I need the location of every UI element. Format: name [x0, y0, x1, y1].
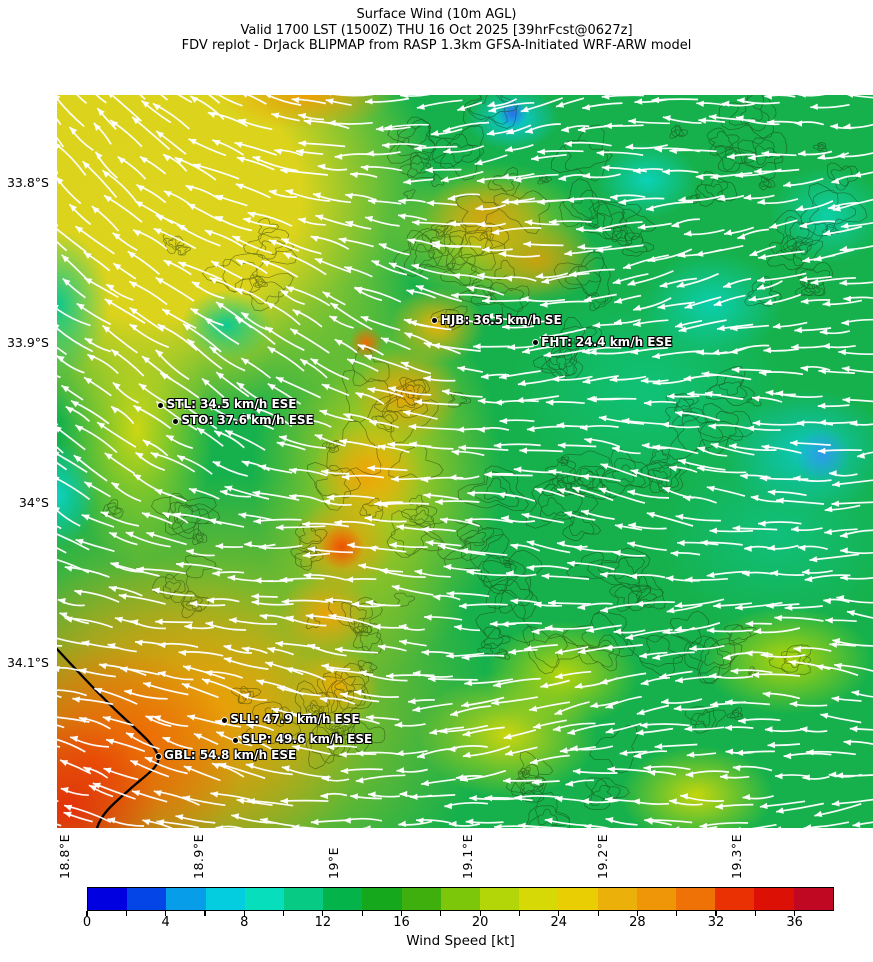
colorbar-label: Wind Speed [kt]	[406, 933, 515, 949]
colorbar-tick	[400, 911, 403, 916]
colorbar	[87, 887, 834, 911]
colorbar-segment	[519, 888, 559, 910]
colorbar-tick-label: 0	[82, 915, 92, 930]
colorbar-tick-label: 36	[786, 915, 803, 930]
colorbar-tick	[676, 911, 678, 916]
colorbar-segment	[715, 888, 755, 910]
station-dot	[432, 318, 438, 324]
colorbar-segment	[597, 888, 637, 910]
station-label: HJB: 36.5 km/h SE	[440, 312, 562, 327]
colorbar-segment	[558, 888, 598, 910]
station-label: STL: 34.5 km/h ESE	[166, 397, 297, 412]
terrain-contours	[101, 95, 868, 828]
x-tick-label: 19.1°E	[460, 834, 475, 879]
wind-arrow-tails	[57, 95, 873, 828]
x-tick-label: 19.2°E	[595, 834, 610, 879]
colorbar-tick	[715, 911, 717, 916]
station-dot	[172, 418, 178, 424]
y-tick-label: 34°S	[18, 495, 49, 510]
chart-title: Surface Wind (10m AGL)	[356, 7, 517, 22]
wind-arrows-layer	[57, 95, 873, 828]
chart-valid-time: Valid 1700 LST (1500Z) THU 16 Oct 2025 […	[240, 22, 633, 38]
colorbar-segment	[88, 888, 128, 910]
y-tick-label: 34.1°S	[6, 655, 49, 670]
colorbar-tick	[794, 911, 796, 916]
colorbar-tick	[361, 911, 363, 916]
colorbar-segment	[754, 888, 794, 910]
station-label: GBL: 54.8 km/h ESE	[164, 748, 297, 763]
colorbar-segment	[440, 888, 481, 910]
y-tick-label: 33.9°S	[6, 335, 49, 350]
station-label: SLL: 47.9 km/h ESE	[230, 712, 360, 727]
colorbar-tick-label: 4	[161, 915, 170, 930]
colorbar-tick	[636, 911, 638, 916]
x-tick-label: 19°E	[326, 846, 341, 879]
colorbar-tick	[479, 911, 481, 916]
colorbar-tick	[518, 911, 521, 916]
colorbar-segment	[676, 888, 716, 910]
colorbar-tick	[86, 911, 88, 916]
colorbar-segment	[127, 888, 167, 910]
colorbar-tick	[558, 911, 560, 916]
colorbar-segment	[480, 888, 520, 910]
colorbar-tick	[282, 911, 285, 916]
station-label: FHT: 24.4 km/h ESE	[541, 334, 673, 349]
wind-map: HJB: 36.5 km/h SE FHT: 24.4 km/h ESE STL: …	[57, 95, 873, 828]
station-dot	[532, 340, 538, 346]
colorbar-tick-label: 16	[393, 915, 410, 930]
y-tick-label: 33.8°S	[6, 175, 49, 190]
colorbar-tick	[597, 911, 599, 916]
colorbar-segment	[166, 888, 206, 910]
colorbar-tick	[243, 911, 245, 916]
station-dot	[155, 753, 161, 759]
colorbar-segment	[362, 888, 402, 910]
colorbar-tick-label: 28	[629, 915, 646, 930]
colorbar-tick-label: 32	[707, 915, 725, 930]
station-label: STO: 37.6 km/h ESE	[181, 413, 314, 428]
x-tick-label: 18.9°E	[191, 834, 206, 879]
colorbar-segment	[323, 888, 363, 910]
colorbar-tick-label: 20	[471, 915, 489, 930]
colorbar-tick-label: 12	[314, 915, 332, 930]
station-dot	[158, 402, 164, 408]
colorbar-segment	[284, 888, 324, 910]
colorbar-tick-label: 24	[550, 915, 568, 930]
x-tick-label: 18.8°E	[57, 834, 72, 879]
chart-source: FDV replot - DrJack BLIPMAP from RASP 1.…	[181, 38, 692, 53]
colorbar-tick	[125, 911, 127, 916]
x-tick-label: 19.3°E	[729, 834, 744, 879]
wind-arrow-heads	[57, 95, 865, 828]
colorbar-tick	[204, 911, 206, 916]
colorbar-segment	[636, 888, 677, 910]
colorbar-tick	[440, 911, 442, 916]
colorbar-segment	[205, 888, 245, 910]
colorbar-tick	[165, 911, 167, 916]
colorbar-segment	[244, 888, 285, 910]
colorbar-segment	[401, 888, 441, 910]
colorbar-tick-label: 8	[240, 915, 249, 930]
station-dot	[233, 737, 239, 743]
title-block: Surface Wind (10m AGL) Valid 1700 LST (1…	[0, 7, 873, 54]
colorbar-segment	[793, 888, 833, 910]
station-dot	[221, 717, 227, 723]
colorbar-tick	[754, 911, 756, 916]
colorbar-tick	[322, 911, 324, 916]
station-label: SLP: 49.6 km/h ESE	[241, 732, 373, 747]
